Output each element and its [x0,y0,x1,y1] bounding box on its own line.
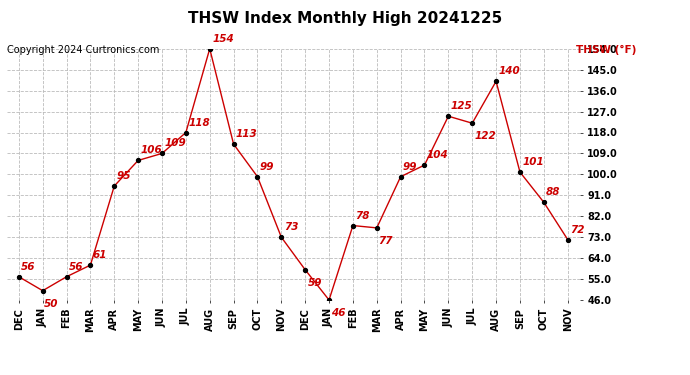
Text: 125: 125 [451,101,473,111]
Point [180,129,191,135]
Text: 106: 106 [141,146,162,155]
Point [466,120,477,126]
Point [85,262,96,268]
Point [276,234,287,240]
Point [443,113,454,119]
Point [395,174,406,180]
Point [347,222,358,228]
Point [419,162,430,168]
Point [228,141,239,147]
Text: 99: 99 [260,162,275,172]
Text: 99: 99 [403,162,417,172]
Point [371,225,382,231]
Text: 109: 109 [164,138,186,148]
Text: 78: 78 [355,211,370,220]
Point [157,150,168,156]
Text: THSW (°F): THSW (°F) [576,45,636,55]
Point [324,297,335,303]
Point [204,46,215,52]
Text: 77: 77 [378,236,393,246]
Text: 113: 113 [236,129,258,139]
Point [252,174,263,180]
Text: 50: 50 [44,299,59,309]
Point [13,274,24,280]
Text: 73: 73 [284,222,298,232]
Point [61,274,72,280]
Point [109,183,120,189]
Text: 101: 101 [522,157,544,167]
Point [562,237,573,243]
Text: 56: 56 [69,262,83,272]
Text: 122: 122 [475,132,496,141]
Point [37,288,48,294]
Point [491,78,502,84]
Text: 104: 104 [427,150,449,160]
Text: 72: 72 [570,225,584,234]
Text: 88: 88 [546,188,561,197]
Point [299,267,310,273]
Text: 46: 46 [331,308,346,318]
Text: 95: 95 [117,171,131,181]
Text: 61: 61 [92,250,108,260]
Point [132,158,144,164]
Text: 154: 154 [212,34,234,44]
Text: 56: 56 [21,262,36,272]
Point [538,199,549,205]
Text: 59: 59 [308,278,322,288]
Text: 140: 140 [498,66,520,76]
Text: Copyright 2024 Curtronics.com: Copyright 2024 Curtronics.com [7,45,159,55]
Point [515,169,526,175]
Text: 118: 118 [188,117,210,128]
Text: THSW Index Monthly High 20241225: THSW Index Monthly High 20241225 [188,11,502,26]
